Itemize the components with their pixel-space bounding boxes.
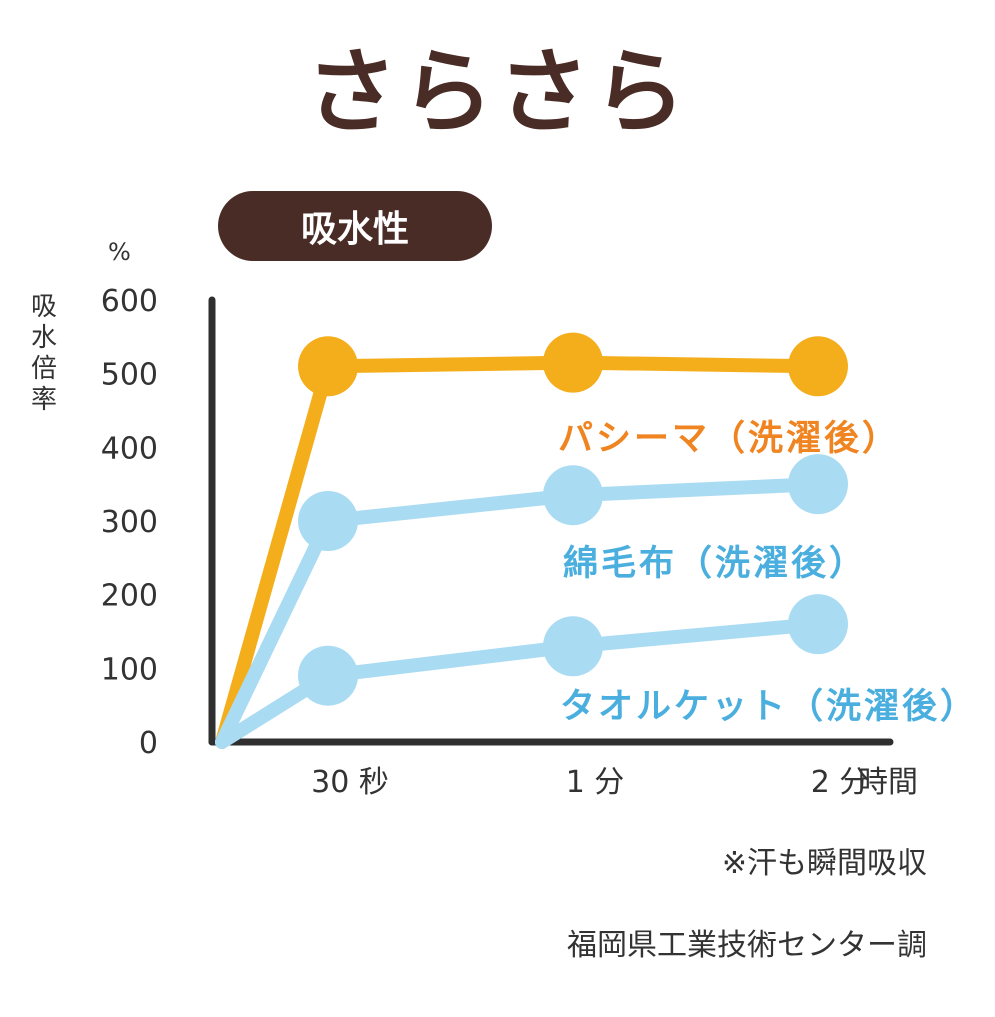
series-label: 綿毛布（洗濯後） [563,544,867,584]
y-axis-label-char: 倍 [30,354,57,384]
y-tick-label: 500 [101,358,158,393]
y-tick-label: 200 [101,579,158,614]
chart-title-label: 吸水性 [300,209,409,250]
data-point [788,336,848,397]
x-tick-label: 1 分 [566,765,625,800]
y-tick-label: 600 [101,284,158,319]
footnote-source: 福岡県工業技術センター調 [567,928,927,963]
y-tick-label: 400 [101,431,158,466]
data-point [788,594,848,655]
series-label: タオルケット（洗濯後） [560,687,978,727]
series-line [215,617,825,749]
x-tick-label: 30 秒 [311,765,389,800]
data-point [543,465,603,526]
y-tick-label: 100 [101,652,158,687]
data-point [298,645,358,706]
data-point [298,491,358,551]
y-axis-label-char: 水 [30,323,57,353]
data-point [543,332,603,393]
data-point [298,336,358,397]
y-tick-label: 300 [101,505,158,540]
series-line [215,355,825,749]
data-point [788,454,848,515]
main-title: さらさら [305,39,690,146]
series-line [215,477,825,749]
y-axis-label-char: 率 [30,385,57,415]
data-point [543,616,603,677]
footnote-sweat: ※汗も瞬間吸収 [721,846,927,881]
series-label: パシーマ（洗濯後） [558,419,900,459]
x-axis-label: 時間 [858,765,918,800]
chart-title-badge: 吸水性 [218,191,492,261]
y-axis-label-char: 吸 [30,292,57,322]
y-axis-label: 吸水倍率 [26,292,62,416]
x-tick-label: 2 分 [811,765,870,800]
y-tick-label: 0 [139,726,158,761]
y-axis-unit: % [108,238,131,266]
